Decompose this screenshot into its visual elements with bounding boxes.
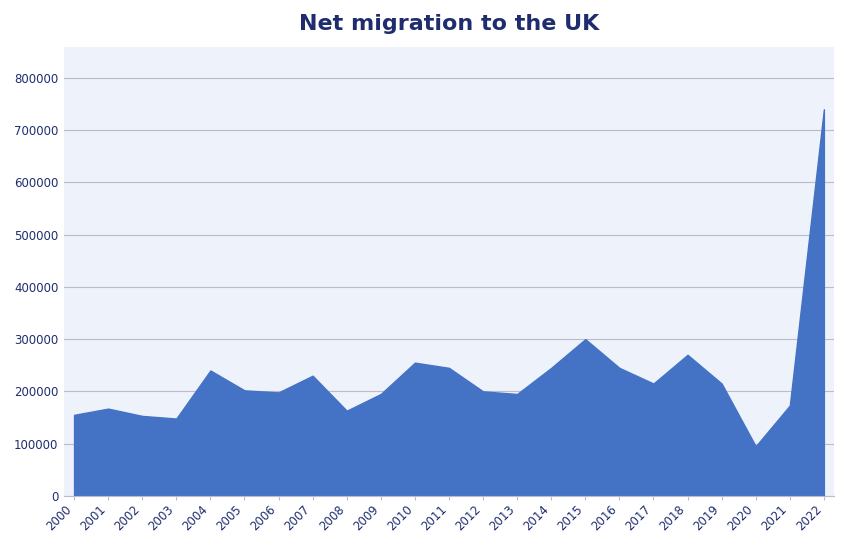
Title: Net migration to the UK: Net migration to the UK [298,14,599,34]
